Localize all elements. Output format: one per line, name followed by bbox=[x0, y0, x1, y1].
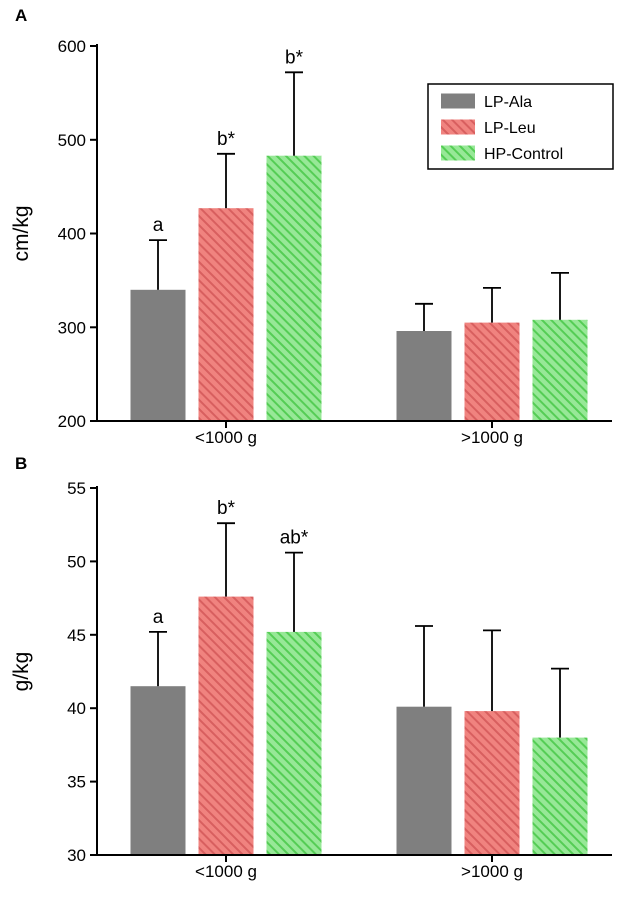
y-tick-label: 400 bbox=[58, 225, 86, 244]
panel-b: B a b* ab* <1000 g >1000 g 30 35 40 45 50 55 g/kg bbox=[0, 448, 630, 897]
sig-label: a bbox=[153, 215, 164, 236]
bar-LP-Ala-1 bbox=[396, 706, 452, 855]
panel-a-bar-chart: a b* b* <1000 g >1000 g 200 300 400 500 600 cm/kg L… bbox=[0, 0, 630, 448]
sig-label: a bbox=[153, 607, 164, 628]
x-tick-label: <1000 g bbox=[195, 428, 257, 447]
bar-HP-Control-1 bbox=[532, 319, 588, 422]
panel-a-label: A bbox=[15, 6, 28, 25]
error-bar bbox=[149, 239, 167, 290]
sig-label: b* bbox=[217, 498, 236, 519]
panel-a: A a b* b* <1000 g >1000 g 200 300 400 500 600 cm/k… bbox=[0, 0, 630, 448]
bar-LP-Ala-1 bbox=[396, 331, 452, 421]
legend-swatch-LP-Leu bbox=[441, 119, 475, 135]
error-bar bbox=[483, 286, 501, 323]
bar-LP-Ala-0 bbox=[130, 289, 186, 422]
y-tick-label: 300 bbox=[58, 318, 86, 337]
error-bar bbox=[217, 522, 235, 597]
error-bar bbox=[415, 302, 433, 331]
error-bar bbox=[483, 629, 501, 712]
bar-HP-Control-1 bbox=[532, 737, 588, 855]
y-tick-label: 45 bbox=[67, 626, 86, 645]
bar-HP-Control-0 bbox=[266, 155, 322, 421]
bar-LP-Leu-1 bbox=[464, 711, 520, 855]
bar-HP-Control-0 bbox=[266, 631, 322, 855]
legend-label: LP-Leu bbox=[484, 120, 536, 137]
sig-label: ab* bbox=[280, 528, 309, 549]
y-tick-label: 600 bbox=[58, 37, 86, 56]
legend-swatch-HP-Control bbox=[441, 145, 475, 161]
legend-label: HP-Control bbox=[484, 146, 563, 163]
legend-swatch-LP-Ala bbox=[441, 93, 475, 109]
panel-b-bar-chart: a b* ab* <1000 g >1000 g 30 35 40 45 50 55 g/kg bbox=[0, 448, 630, 897]
error-bar bbox=[149, 630, 167, 687]
x-tick-label: >1000 g bbox=[461, 862, 523, 881]
error-bar bbox=[415, 625, 433, 707]
bar-LP-Leu-1 bbox=[464, 322, 520, 421]
error-bar bbox=[551, 271, 569, 320]
y-axis-title: cm/kg bbox=[10, 205, 33, 261]
bar-chart-svg: a b* b* <1000 g >1000 g 200 300 400 500 600 cm/kg L… bbox=[10, 37, 614, 447]
legend-label: LP-Ala bbox=[484, 94, 532, 111]
y-tick-label: 40 bbox=[67, 699, 86, 718]
bar-LP-Ala-0 bbox=[130, 686, 186, 855]
legend: LP-Ala LP-Leu HP-Control bbox=[427, 83, 614, 170]
y-tick-label: 55 bbox=[67, 479, 86, 498]
y-tick-label: 500 bbox=[58, 131, 86, 150]
sig-label: b* bbox=[217, 129, 236, 150]
bar-LP-Leu-0 bbox=[198, 596, 254, 855]
x-tick-label: >1000 g bbox=[461, 428, 523, 447]
y-tick-label: 50 bbox=[67, 552, 86, 571]
panel-b-label: B bbox=[15, 454, 28, 473]
x-tick-label: <1000 g bbox=[195, 862, 257, 881]
y-tick-label: 200 bbox=[58, 412, 86, 431]
y-tick-label: 30 bbox=[67, 846, 86, 865]
error-bar bbox=[285, 551, 303, 632]
sig-label: b* bbox=[285, 47, 304, 68]
error-bar bbox=[285, 71, 303, 156]
error-bar bbox=[551, 667, 569, 738]
y-axis-title: g/kg bbox=[10, 652, 33, 692]
bar-LP-Leu-0 bbox=[198, 208, 254, 421]
y-tick-label: 35 bbox=[67, 773, 86, 792]
error-bar bbox=[217, 152, 235, 209]
